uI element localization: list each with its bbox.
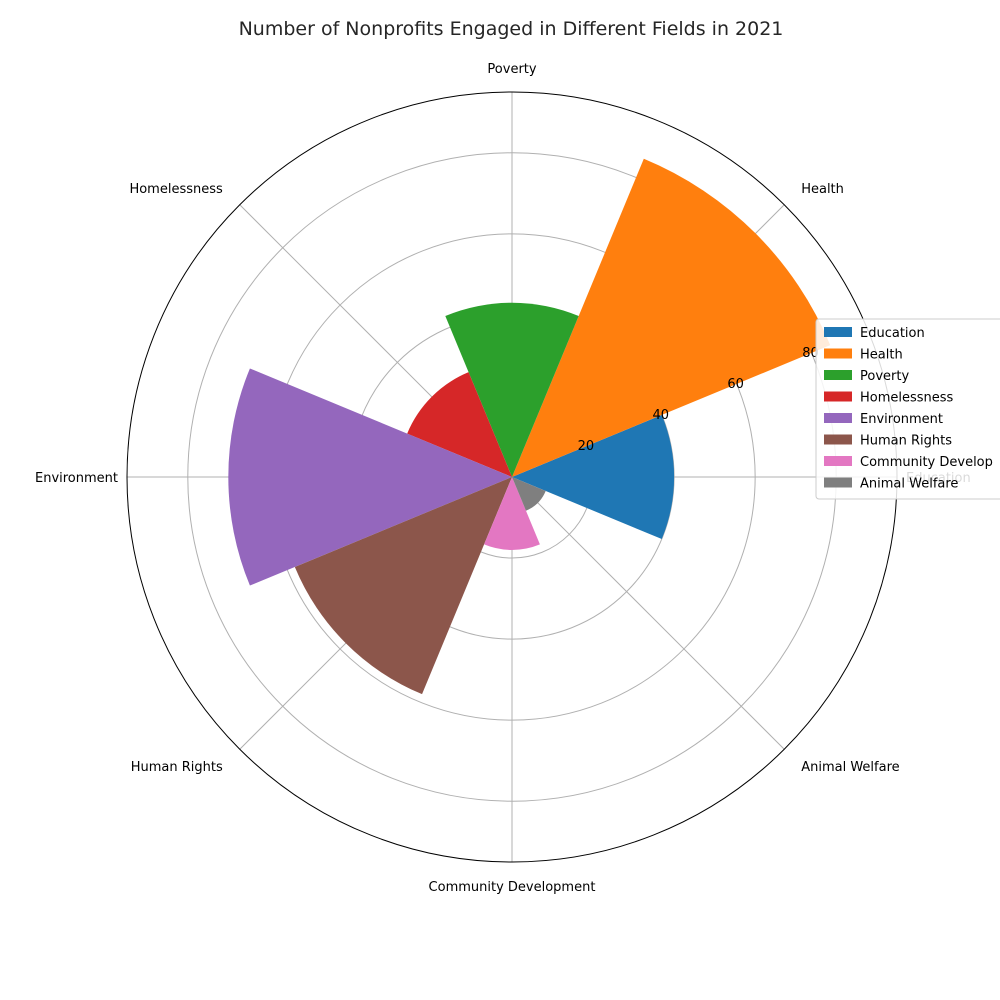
legend-label: Education xyxy=(860,326,925,341)
legend: Education Health Poverty Homelessness Enviro… xyxy=(815,318,1000,500)
category-label: Environment xyxy=(35,471,118,486)
bar-health xyxy=(512,158,831,478)
legend-label: Environment xyxy=(860,412,943,427)
category-label: Human Rights xyxy=(131,760,223,775)
legend-label: Community Develop xyxy=(860,455,993,470)
spoke-gridline xyxy=(511,476,785,750)
category-label: Community Development xyxy=(429,880,596,895)
category-label: Animal Welfare xyxy=(801,760,899,775)
category-label: Poverty xyxy=(487,62,536,77)
bar-environment xyxy=(228,368,512,586)
bar-homelessness xyxy=(407,372,512,477)
legend-label: Human Rights xyxy=(860,434,952,449)
legend-swatch xyxy=(824,391,852,402)
bar-poverty xyxy=(445,302,579,477)
legend-label: Homelessness xyxy=(860,391,954,406)
r-tick-label: 40 xyxy=(652,408,669,423)
legend-label: Poverty xyxy=(860,369,909,384)
bar-community-development xyxy=(484,477,540,550)
legend-swatch xyxy=(824,477,852,488)
category-label: Homelessness xyxy=(129,182,223,197)
chart-title: Number of Nonprofits Engaged in Differen… xyxy=(239,18,784,40)
legend-swatch xyxy=(824,327,852,337)
legend-label: Health xyxy=(860,348,903,363)
legend-swatch xyxy=(824,370,852,380)
legend-box xyxy=(815,318,1000,500)
legend-swatch xyxy=(824,456,852,466)
r-tick-label: 20 xyxy=(578,439,595,454)
bar-animal-welfare xyxy=(512,477,546,511)
bar-human-rights xyxy=(294,477,512,695)
bar-education xyxy=(512,414,675,540)
r-tick-label: 60 xyxy=(727,377,744,392)
legend-swatch xyxy=(824,434,852,445)
legend-label: Animal Welfare xyxy=(860,477,958,492)
legend-swatch xyxy=(824,413,852,423)
r-tick-label: 80 xyxy=(802,346,819,361)
category-label: Health xyxy=(801,182,844,197)
legend-swatch xyxy=(824,348,852,359)
